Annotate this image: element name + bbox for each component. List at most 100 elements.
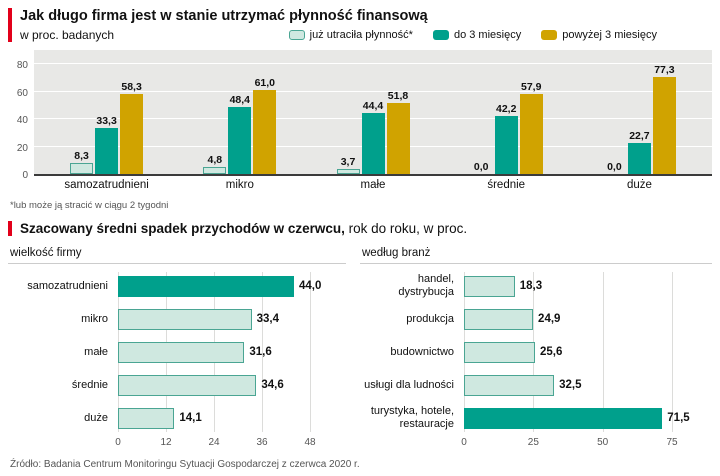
bar-value-label: 25,6 [539, 346, 563, 358]
bar-track: 18,3 [464, 275, 672, 297]
bar-wrap: 44,4 [361, 64, 385, 174]
gridline [602, 272, 604, 432]
gridline [34, 63, 712, 64]
section1-subtitle: w proc. badanych [20, 28, 115, 42]
gridline [34, 90, 712, 92]
bar-wrap: 33,3 [95, 64, 119, 174]
category-label: małe [84, 345, 108, 358]
x-tick-label: 48 [304, 437, 316, 448]
bar-wrap: 3,7 [336, 64, 360, 174]
y-tick-label: 60 [16, 87, 28, 99]
gold-bar [120, 93, 144, 174]
y-tick-label: 40 [16, 115, 28, 126]
x-tick-label: 12 [160, 437, 172, 448]
bar-value-label: 44,4 [362, 99, 384, 112]
teal-bar [95, 128, 119, 174]
bar-group: 3,7 44,4 51,8 [306, 64, 439, 174]
bar-group: 8,3 33,3 58,3 [40, 64, 173, 174]
category-label: mikro [81, 312, 108, 325]
chart-row: usługi dla ludności 32,5 [360, 371, 712, 399]
bar-wrap: 0,0 [603, 64, 626, 174]
chart-row: średnie 34,6 [8, 371, 346, 399]
section2-title-bold: Szacowany średni spadek przychodów w cze… [20, 221, 345, 236]
bar-value-label: 22,7 [629, 129, 650, 142]
mint-bar [203, 167, 227, 174]
section2-title: Szacowany średni spadek przychodów w cze… [20, 221, 467, 236]
gold-legend-swatch [541, 30, 558, 40]
chart3-axis: 0 25 50 75 [461, 437, 677, 452]
gold-bar [253, 90, 277, 174]
bar-value-label: 0,0 [607, 161, 622, 173]
bar-track: 34,6 [118, 374, 310, 396]
gridline [672, 272, 673, 432]
bar [464, 374, 555, 396]
category-label: turystyka, hotele, restauracje [370, 405, 454, 430]
x-tick-label: 25 [527, 437, 539, 448]
legend-item: do 3 miesięcy [432, 29, 521, 41]
horizontal-charts: wielkość firmy samozatrudnieni 44,0 mikro 3… [8, 245, 712, 452]
section1-head-text: Jak długo firma jest w stanie utrzymać p… [20, 8, 712, 42]
bar-value-label: 14,1 [179, 412, 202, 424]
chart2-heading: wielkość firmy [8, 245, 346, 264]
y-tick-label: 80 [16, 60, 28, 71]
bar [464, 275, 515, 297]
teal-bar [228, 107, 252, 174]
section-liquidity: Jak długo firma jest w stanie utrzymać p… [8, 8, 712, 211]
bar [464, 407, 663, 429]
y-tick-label: 0 [22, 170, 28, 181]
bar-value-label: 0,0 [473, 161, 489, 173]
chart1-categories: samozatrudnieni mikro małe średnie duże [34, 179, 712, 191]
x-tick-label: 75 [666, 437, 678, 448]
section-revenue-drop: Szacowany średni spadek przychodów w cze… [8, 221, 712, 470]
chart-row: samozatrudnieni 44,0 [8, 272, 346, 300]
chart-row: małe 31,6 [8, 338, 346, 366]
category-label: duże [84, 411, 108, 424]
bar-value-label: 4,8 [207, 154, 223, 167]
bar-value-label: 18,3 [519, 280, 543, 292]
bar [464, 341, 535, 363]
category-label: handel, dystrybucja [398, 273, 454, 298]
chart2-body: samozatrudnieni 44,0 mikro 33,4 małe 31,6 śred… [8, 272, 346, 432]
chart1-plot: 8,3 33,3 58,3 4,8 48,4 61,0 3,7 44,4 51,8 0,0 42,2… [34, 63, 712, 174]
category-label: duże [626, 179, 652, 191]
bar-value-label: 77,3 [654, 64, 675, 76]
bar-value-label: 61,0 [254, 77, 276, 90]
bar-wrap: 58,3 [120, 64, 144, 174]
bar-value-label: 71,5 [667, 412, 690, 424]
bar-wrap: 48,4 [228, 64, 252, 174]
section1-subrow: w proc. badanych już utraciła płynność* d… [20, 28, 712, 42]
bar-value-label: 33,4 [256, 313, 279, 325]
gridline [262, 272, 263, 432]
teal-bar [361, 112, 385, 174]
red-accent-bar [8, 8, 12, 42]
bar-value-label: 24,9 [538, 313, 561, 325]
chart2-axis: 0 12 24 36 48 [115, 437, 315, 452]
chart-row: turystyka, hotele, restauracje 71,5 [360, 404, 712, 432]
bar-value-label: 48,4 [229, 94, 251, 107]
y-tick-label: 20 [16, 142, 28, 154]
bar [118, 341, 245, 363]
legend-item: już utraciła płynność* [288, 29, 413, 41]
chart1-plot-area: 8,3 33,3 58,3 4,8 48,4 61,0 3,7 44,4 51,8 0,0 42,2… [34, 50, 712, 176]
legend: już utraciła płynność* do 3 miesięcy powyż… [288, 29, 657, 41]
bar-value-label: 57,9 [520, 81, 542, 94]
chart-row: duże 14,1 [8, 404, 346, 432]
bar-wrap: 57,9 [519, 64, 543, 174]
chart-row: mikro 33,4 [8, 305, 346, 333]
bar-value-label: 58,3 [121, 80, 142, 93]
category-label: mikro [225, 179, 254, 191]
bar-wrap: 4,8 [203, 64, 227, 174]
category-label: budownictwo [390, 345, 454, 358]
category-label: samozatrudnieni [64, 179, 149, 191]
bar-track: 31,6 [118, 341, 310, 363]
legend-label: powyżej 3 miesięcy [562, 29, 657, 41]
bar-track: 44,0 [118, 275, 321, 297]
bar-value-label: 34,6 [261, 379, 284, 391]
x-tick-label: 24 [208, 437, 220, 448]
bar-track: 71,5 [464, 407, 690, 429]
bar-value-label: 31,6 [249, 346, 272, 358]
category-label: produkcja [406, 312, 454, 325]
category-label: samozatrudnieni [27, 279, 108, 292]
bar-value-label: 44,0 [299, 280, 322, 292]
